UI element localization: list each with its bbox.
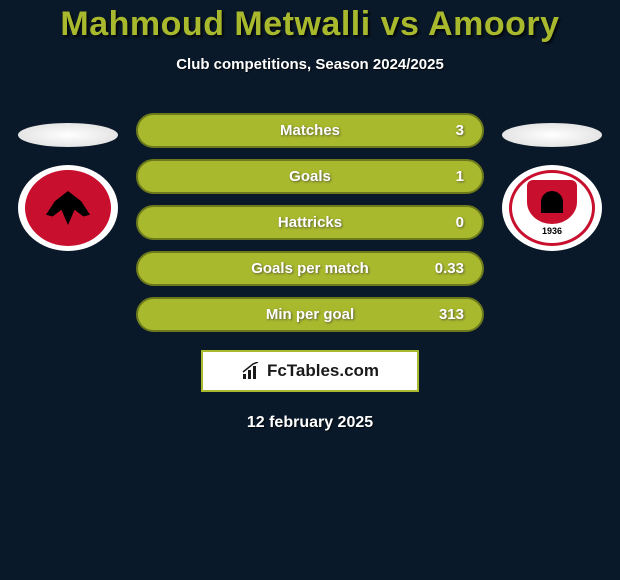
stat-value: 1 bbox=[456, 168, 464, 185]
player-right-column: 1936 bbox=[502, 113, 602, 251]
eagle-icon bbox=[46, 191, 90, 225]
chart-icon bbox=[241, 362, 261, 380]
stat-value: 3 bbox=[456, 122, 464, 139]
club-left-badge-inner bbox=[25, 170, 111, 246]
stat-bar-goals: Goals 1 bbox=[136, 159, 484, 194]
player-right-avatar-placeholder bbox=[502, 123, 602, 147]
club-right-year: 1936 bbox=[542, 226, 562, 236]
subtitle: Club competitions, Season 2024/2025 bbox=[0, 56, 620, 73]
stat-label: Min per goal bbox=[266, 306, 354, 323]
stat-bar-hattricks: Hattricks 0 bbox=[136, 205, 484, 240]
club-right-badge-inner: 1936 bbox=[509, 170, 595, 246]
source-logo-text: FcTables.com bbox=[267, 361, 379, 381]
stat-value: 0 bbox=[456, 214, 464, 231]
date-label: 12 february 2025 bbox=[0, 414, 620, 432]
stat-bar-min-per-goal: Min per goal 313 bbox=[136, 297, 484, 332]
player-left-column bbox=[18, 113, 118, 251]
club-right-badge: 1936 bbox=[502, 165, 602, 251]
page-title: Mahmoud Metwalli vs Amoory bbox=[0, 5, 620, 44]
shield-icon bbox=[527, 180, 577, 224]
stat-label: Goals per match bbox=[251, 260, 369, 277]
comparison-row: Matches 3 Goals 1 Hattricks 0 Goals per … bbox=[0, 113, 620, 332]
stat-value: 0.33 bbox=[435, 260, 464, 277]
stats-column: Matches 3 Goals 1 Hattricks 0 Goals per … bbox=[136, 113, 484, 332]
infographic-container: Mahmoud Metwalli vs Amoory Club competit… bbox=[0, 0, 620, 432]
stat-label: Matches bbox=[280, 122, 340, 139]
stat-bar-goals-per-match: Goals per match 0.33 bbox=[136, 251, 484, 286]
stat-bar-matches: Matches 3 bbox=[136, 113, 484, 148]
stat-label: Goals bbox=[289, 168, 331, 185]
stat-label: Hattricks bbox=[278, 214, 342, 231]
club-left-badge bbox=[18, 165, 118, 251]
stat-value: 313 bbox=[439, 306, 464, 323]
player-left-avatar-placeholder bbox=[18, 123, 118, 147]
source-logo-box: FcTables.com bbox=[201, 350, 419, 392]
